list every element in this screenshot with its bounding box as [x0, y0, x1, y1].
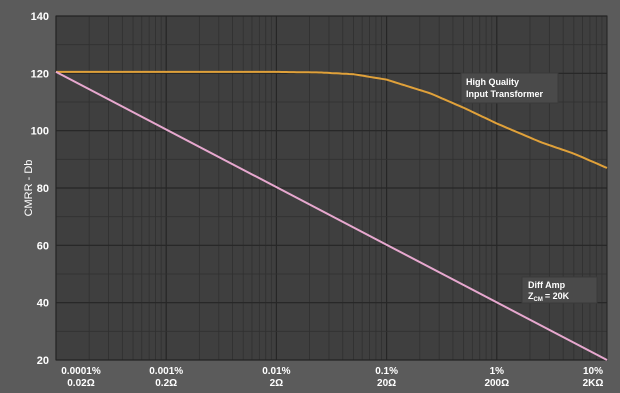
x-tick-label-bottom: 0.02Ω — [67, 378, 94, 389]
annotation-transformer: High Quality Input Transformer — [460, 72, 559, 104]
y-tick-labels: 140 120 100 80 60 40 20 — [31, 11, 49, 367]
plot-border — [55, 15, 608, 361]
y-tick-label: 80 — [37, 183, 49, 195]
annotation-z: Z — [528, 291, 534, 301]
x-tick-label-bottom: 2Ω — [270, 378, 284, 389]
x-tick-label-bottom: 20Ω — [377, 378, 396, 389]
x-tick-label-top: 0.0001% — [61, 366, 101, 377]
y-tick-label: 20 — [37, 355, 49, 367]
series-line-1 — [55, 71, 608, 361]
x-tick-label-top: 0.01% — [262, 366, 290, 377]
x-tick-label-bottom: 0.2Ω — [155, 378, 177, 389]
y-tick-label: 140 — [31, 11, 49, 23]
series-group — [55, 70, 608, 361]
y-tick-label: 100 — [31, 126, 49, 138]
x-tick-label-top: 0.001% — [149, 366, 183, 377]
x-tick-label-top: 1% — [490, 366, 505, 377]
annotation-diff-amp-line1: Diff Amp — [528, 280, 566, 290]
y-tick-label: 120 — [31, 68, 49, 80]
x-tick-label-bottom: 200Ω — [484, 378, 509, 389]
series-line-0 — [56, 70, 608, 169]
x-tick-label-top: 10% — [583, 366, 603, 377]
x-tick-labels: 0.0001%0.02Ω 0.001%0.2Ω 0.01%2Ω 0.1%20Ω 1%20… — [61, 366, 603, 389]
annotation-cm-subscript: CM — [534, 297, 543, 303]
y-tick-label: 40 — [37, 298, 49, 310]
annotation-diff-amp: Diff Amp ZCM = 20K — [521, 276, 598, 304]
svg-text:ZCM= 20K: ZCM = 20K — [528, 291, 570, 303]
annotation-transformer-line1: High Quality — [466, 77, 519, 87]
annotation-transformer-line2: Input Transformer — [466, 89, 544, 99]
y-tick-label: 60 — [37, 240, 49, 252]
y-axis-label: CMRR - Db — [23, 160, 35, 217]
x-tick-label-bottom: 2KΩ — [583, 378, 604, 389]
x-tick-label-top: 0.1% — [375, 366, 398, 377]
annotation-impedance: = 20K — [545, 291, 570, 301]
